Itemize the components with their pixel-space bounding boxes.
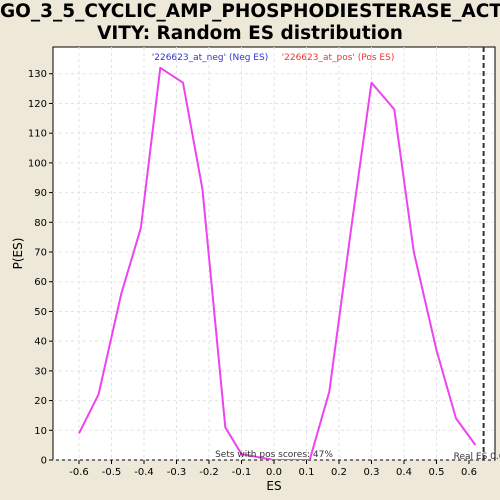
x-tick-label: 0.4 [396, 467, 412, 478]
x-tick-label: -0.4 [134, 467, 154, 478]
chart-title-line-2: VITY: Random ES distribution [97, 23, 403, 44]
y-tick-label: 90 [34, 188, 47, 199]
pos-scores-annotation: Sets with pos scores: 47% [215, 450, 333, 460]
x-tick-label: 0.0 [266, 467, 282, 478]
x-tick-label: -0.6 [69, 467, 89, 478]
y-tick-label: 110 [28, 129, 47, 140]
x-axis: -0.6 -0.5 -0.4 -0.3 -0.2 -0.1 0.0 0.1 0.2 0.3 0.4 0… [69, 460, 477, 478]
y-tick-label: 0 [41, 456, 47, 467]
x-tick-label: -0.3 [167, 467, 187, 478]
y-tick-label: 30 [34, 366, 47, 377]
y-axis: 0 10 20 30 40 50 60 70 80 90 100 110 120 130 [28, 69, 53, 467]
y-tick-label: 80 [34, 218, 47, 229]
x-tick-label: 0.2 [331, 467, 347, 478]
y-tick-label: 70 [34, 248, 47, 259]
legend-neg-es: '226623_at_neg' (Neg ES) [152, 53, 268, 63]
y-tick-label: 40 [34, 337, 47, 348]
legend-pos-es: '226623_at_pos' (Pos ES) [282, 53, 395, 63]
x-tick-label: -0.2 [199, 467, 219, 478]
x-axis-label: ES [266, 479, 281, 493]
series-line [78, 66, 477, 460]
x-tick-label: 0.6 [461, 467, 477, 478]
y-tick-label: 60 [34, 277, 47, 288]
x-tick-label: 0.5 [429, 467, 445, 478]
chart-title: GO_3_5_CYCLIC_AMP_PHOSPHODIESTERASE_ACTI… [0, 1, 500, 45]
y-tick-label: 10 [34, 426, 47, 437]
real-es-label: Real ES 0.64 [454, 452, 500, 462]
x-tick-label: 0.3 [364, 467, 380, 478]
y-tick-label: 100 [28, 158, 47, 169]
grid [53, 47, 495, 461]
y-tick-label: 20 [34, 396, 47, 407]
y-tick-label: 120 [28, 99, 47, 110]
x-tick-label: -0.1 [232, 467, 252, 478]
chart-title-line-1: GO_3_5_CYCLIC_AMP_PHOSPHODIESTERASE_ACTI [0, 1, 500, 22]
y-axis-label: P(ES) [11, 238, 25, 270]
y-tick-label: 50 [34, 307, 47, 318]
y-tick-label: 130 [28, 69, 47, 80]
series-layer [78, 66, 477, 460]
x-tick-label: 0.1 [299, 467, 315, 478]
x-tick-label: -0.5 [102, 467, 122, 478]
